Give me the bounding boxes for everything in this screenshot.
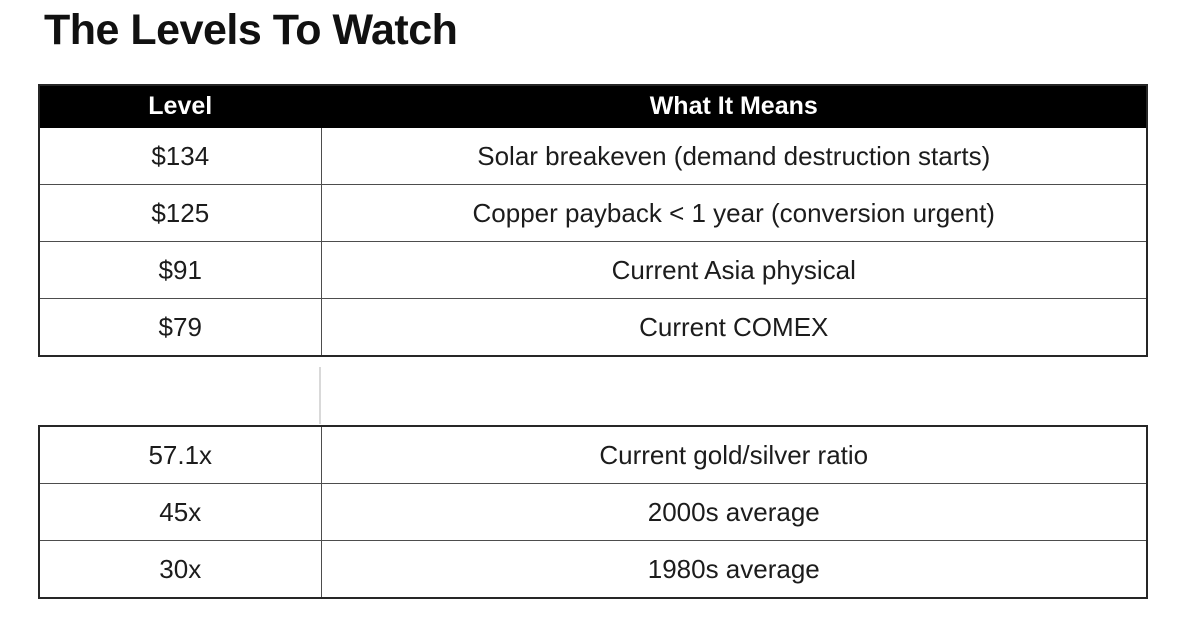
meaning-cell: Solar breakeven (demand destruction star… xyxy=(320,127,1148,185)
meaning-cell: 2000s average xyxy=(320,483,1148,541)
meaning-cell: Current gold/silver ratio xyxy=(320,425,1148,484)
level-cell: $134 xyxy=(38,127,322,185)
level-cell: 57.1x xyxy=(38,425,322,484)
level-cell: $91 xyxy=(38,241,322,299)
table-section-gap xyxy=(38,367,1148,424)
level-cell: $125 xyxy=(38,184,322,242)
level-cell: 45x xyxy=(38,483,322,541)
table-row: $91 Current Asia physical xyxy=(38,241,1148,299)
meaning-cell: Current COMEX xyxy=(320,298,1148,357)
table-row: 45x 2000s average xyxy=(38,483,1148,541)
table-row: 57.1x Current gold/silver ratio xyxy=(38,425,1148,484)
table-row: $125 Copper payback < 1 year (conversion … xyxy=(38,184,1148,242)
meaning-cell: 1980s average xyxy=(320,540,1148,599)
table-row: 30x 1980s average xyxy=(38,540,1148,599)
page-title: The Levels To Watch xyxy=(44,6,458,54)
level-cell: 30x xyxy=(38,540,322,599)
levels-table: Level What It Means $134 Solar breakeven … xyxy=(38,84,1148,357)
levels-table-header: Level What It Means xyxy=(38,84,1148,128)
header-row: Level What It Means xyxy=(38,84,1148,128)
level-cell: $79 xyxy=(38,298,322,357)
table-row: $134 Solar breakeven (demand destruction … xyxy=(38,127,1148,185)
column-header-what-it-means: What It Means xyxy=(320,84,1148,128)
gap-column-divider xyxy=(319,367,321,424)
meaning-cell: Current Asia physical xyxy=(320,241,1148,299)
table-row: $79 Current COMEX xyxy=(38,298,1148,357)
meaning-cell: Copper payback < 1 year (conversion urge… xyxy=(320,184,1148,242)
column-header-level: Level xyxy=(38,84,322,128)
ratios-table: 57.1x Current gold/silver ratio 45x 2000s a… xyxy=(38,425,1148,599)
